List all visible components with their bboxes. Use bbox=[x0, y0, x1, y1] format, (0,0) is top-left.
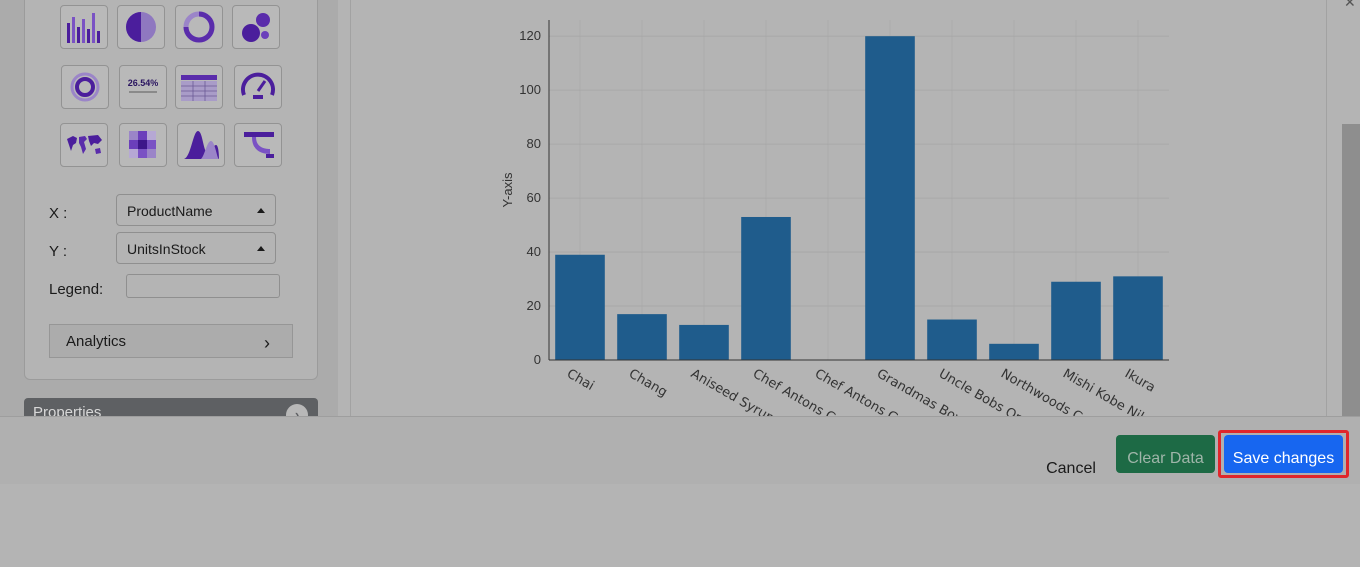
area-distribution-icon[interactable] bbox=[177, 123, 225, 167]
funnel-icon[interactable] bbox=[234, 123, 282, 167]
chart-preview-panel: 0 20 40 60 80 100 120 Chai Chang Aniseed Syrup Che… bbox=[350, 0, 1327, 416]
x-axis-select[interactable]: ProductName bbox=[116, 194, 276, 226]
bar-6[interactable] bbox=[927, 319, 977, 360]
chevron-right-icon: › bbox=[264, 333, 270, 353]
bar-8[interactable] bbox=[1051, 281, 1101, 360]
bar-3[interactable] bbox=[741, 216, 791, 360]
chart-type-card: 26.54% X : ProductName bbox=[24, 0, 318, 380]
bar-chart-icon[interactable] bbox=[60, 5, 108, 49]
pie-chart-icon[interactable] bbox=[117, 5, 165, 49]
bar-7[interactable] bbox=[989, 343, 1039, 360]
cancel-button[interactable]: Cancel bbox=[1038, 445, 1104, 483]
y-tick-label: 0 bbox=[534, 352, 541, 367]
page-backdrop bbox=[0, 484, 1360, 567]
world-map-icon[interactable] bbox=[60, 123, 108, 167]
bar-2[interactable] bbox=[679, 324, 729, 360]
y-tick-label: 20 bbox=[527, 298, 541, 313]
chevron-circle-icon[interactable]: › bbox=[286, 404, 308, 416]
y-tick-label: 80 bbox=[527, 136, 541, 151]
x-axis-label: X : bbox=[49, 205, 68, 222]
chart-config-panel: 26.54% X : ProductName bbox=[0, 0, 338, 416]
properties-section-header[interactable]: Properties › bbox=[24, 398, 318, 416]
y-tick-label: 60 bbox=[527, 190, 541, 205]
donut-chart-icon[interactable] bbox=[175, 5, 223, 49]
bar-1[interactable] bbox=[617, 314, 667, 360]
analytics-label: Analytics bbox=[66, 333, 127, 350]
x-axis-value: ProductName bbox=[127, 203, 213, 219]
y-tick-label: 40 bbox=[527, 244, 541, 259]
y-axis-label: Y : bbox=[49, 243, 68, 260]
kpi-card-icon[interactable]: 26.54% bbox=[119, 65, 167, 109]
analytics-section-toggle[interactable]: Analytics › bbox=[49, 324, 293, 358]
caret-up-icon bbox=[257, 208, 265, 213]
gauge-icon[interactable] bbox=[234, 65, 282, 109]
bar-9[interactable] bbox=[1113, 276, 1163, 360]
heatmap-icon[interactable] bbox=[119, 123, 167, 167]
y-axis-title: Y-axis bbox=[500, 172, 515, 207]
radial-chart-icon[interactable] bbox=[61, 65, 109, 109]
save-button-highlight bbox=[1218, 430, 1349, 478]
clear-data-button[interactable]: Clear Data bbox=[1116, 435, 1215, 473]
save-changes-button[interactable]: Save changes bbox=[1224, 435, 1343, 473]
properties-label: Properties bbox=[33, 404, 102, 416]
y-tick-label: 100 bbox=[519, 82, 541, 97]
kpi-card-value: 26.54% bbox=[128, 78, 159, 88]
y-tick-label: 120 bbox=[519, 28, 541, 43]
y-axis-value: UnitsInStock bbox=[127, 241, 206, 257]
bubble-chart-icon[interactable] bbox=[232, 5, 280, 49]
caret-up-icon bbox=[257, 246, 265, 251]
x-tick-label: Chang bbox=[626, 366, 670, 400]
bar-5[interactable] bbox=[865, 36, 915, 360]
x-tick-label: Ikura bbox=[1122, 366, 1158, 395]
modal-footer: Cancel Clear Data Save changes bbox=[0, 416, 1360, 484]
close-icon[interactable]: ✕ bbox=[1344, 0, 1356, 10]
y-axis-select[interactable]: UnitsInStock bbox=[116, 232, 276, 264]
x-tick-label: Chai bbox=[564, 366, 597, 393]
table-icon[interactable] bbox=[175, 65, 223, 109]
legend-label: Legend: bbox=[49, 281, 104, 298]
bar-0[interactable] bbox=[555, 254, 605, 360]
legend-input[interactable] bbox=[126, 274, 280, 298]
scrollbar-thumb[interactable] bbox=[1342, 124, 1360, 416]
chart-bars bbox=[555, 36, 1163, 360]
